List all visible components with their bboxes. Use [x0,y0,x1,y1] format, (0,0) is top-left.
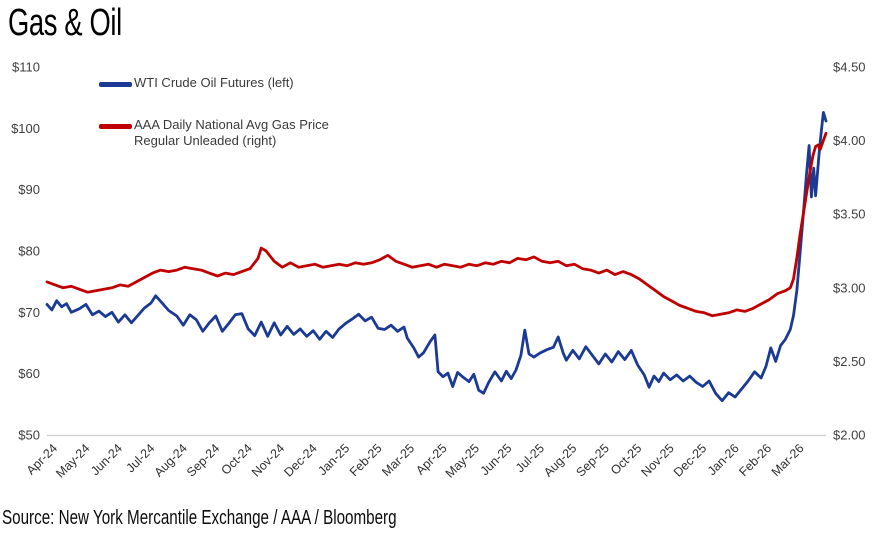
x-axis-tick: Oct-24 [218,441,254,477]
source-note: Source: New York Mercantile Exchange / A… [2,507,397,529]
left-axis-tick: $110 [12,60,40,75]
x-axis-tick: May-24 [53,441,92,480]
right-axis-tick: $2.50 [833,354,866,369]
x-axis-tick: Aug-24 [152,441,190,479]
x-axis-tick: Jun-24 [88,441,125,478]
x-axis-tick: Mar-25 [379,441,417,479]
x-axis-tick: May-25 [443,441,482,480]
x-axis-tick: Aug-25 [541,441,579,479]
x-axis-tick: Mar-26 [769,441,807,479]
wti-futures-line [45,111,828,403]
x-axis-tick: Dec-25 [671,441,709,479]
page-title: Gas & Oil [8,2,122,44]
x-axis-tick: Feb-25 [347,441,385,479]
left-axis-tick: $50 [18,428,40,443]
right-axis-tick: $2.00 [833,428,866,443]
chart-canvas: $110 $100 $90 $80 $70 $60 $50 $4.50 $4.00 $3.50 $3… [11,60,866,481]
x-axis-tick: Jan-26 [705,441,742,478]
x-axis-tick: Jan-25 [315,441,352,478]
x-axis-tick: Sep-24 [184,441,222,479]
x-axis-tick: Nov-24 [249,441,287,479]
gas-oil-chart: $110 $100 $90 $80 $70 $60 $50 $4.50 $4.00 $3.50 $3… [11,60,866,481]
x-axis-tick: Nov-25 [638,441,676,479]
x-axis-tick: Jun-25 [478,441,515,478]
right-axis-tick: $3.00 [833,280,866,295]
x-axis-tick: Oct-25 [608,441,644,477]
left-axis-tick: $60 [18,366,40,381]
right-axis-tick: $3.50 [833,207,866,222]
x-axis-tick: Dec-24 [281,441,319,479]
left-axis-tick: $90 [18,182,40,197]
right-axis-tick: $4.50 [833,60,866,75]
x-axis-tick: Sep-25 [574,441,612,479]
left-axis-tick: $70 [18,305,40,320]
left-axis-tick: $80 [18,244,40,259]
gas-price-line [45,131,828,318]
right-axis-tick: $4.00 [833,133,866,148]
left-axis-tick: $100 [11,121,40,136]
x-axis-tick: Feb-26 [736,441,774,479]
